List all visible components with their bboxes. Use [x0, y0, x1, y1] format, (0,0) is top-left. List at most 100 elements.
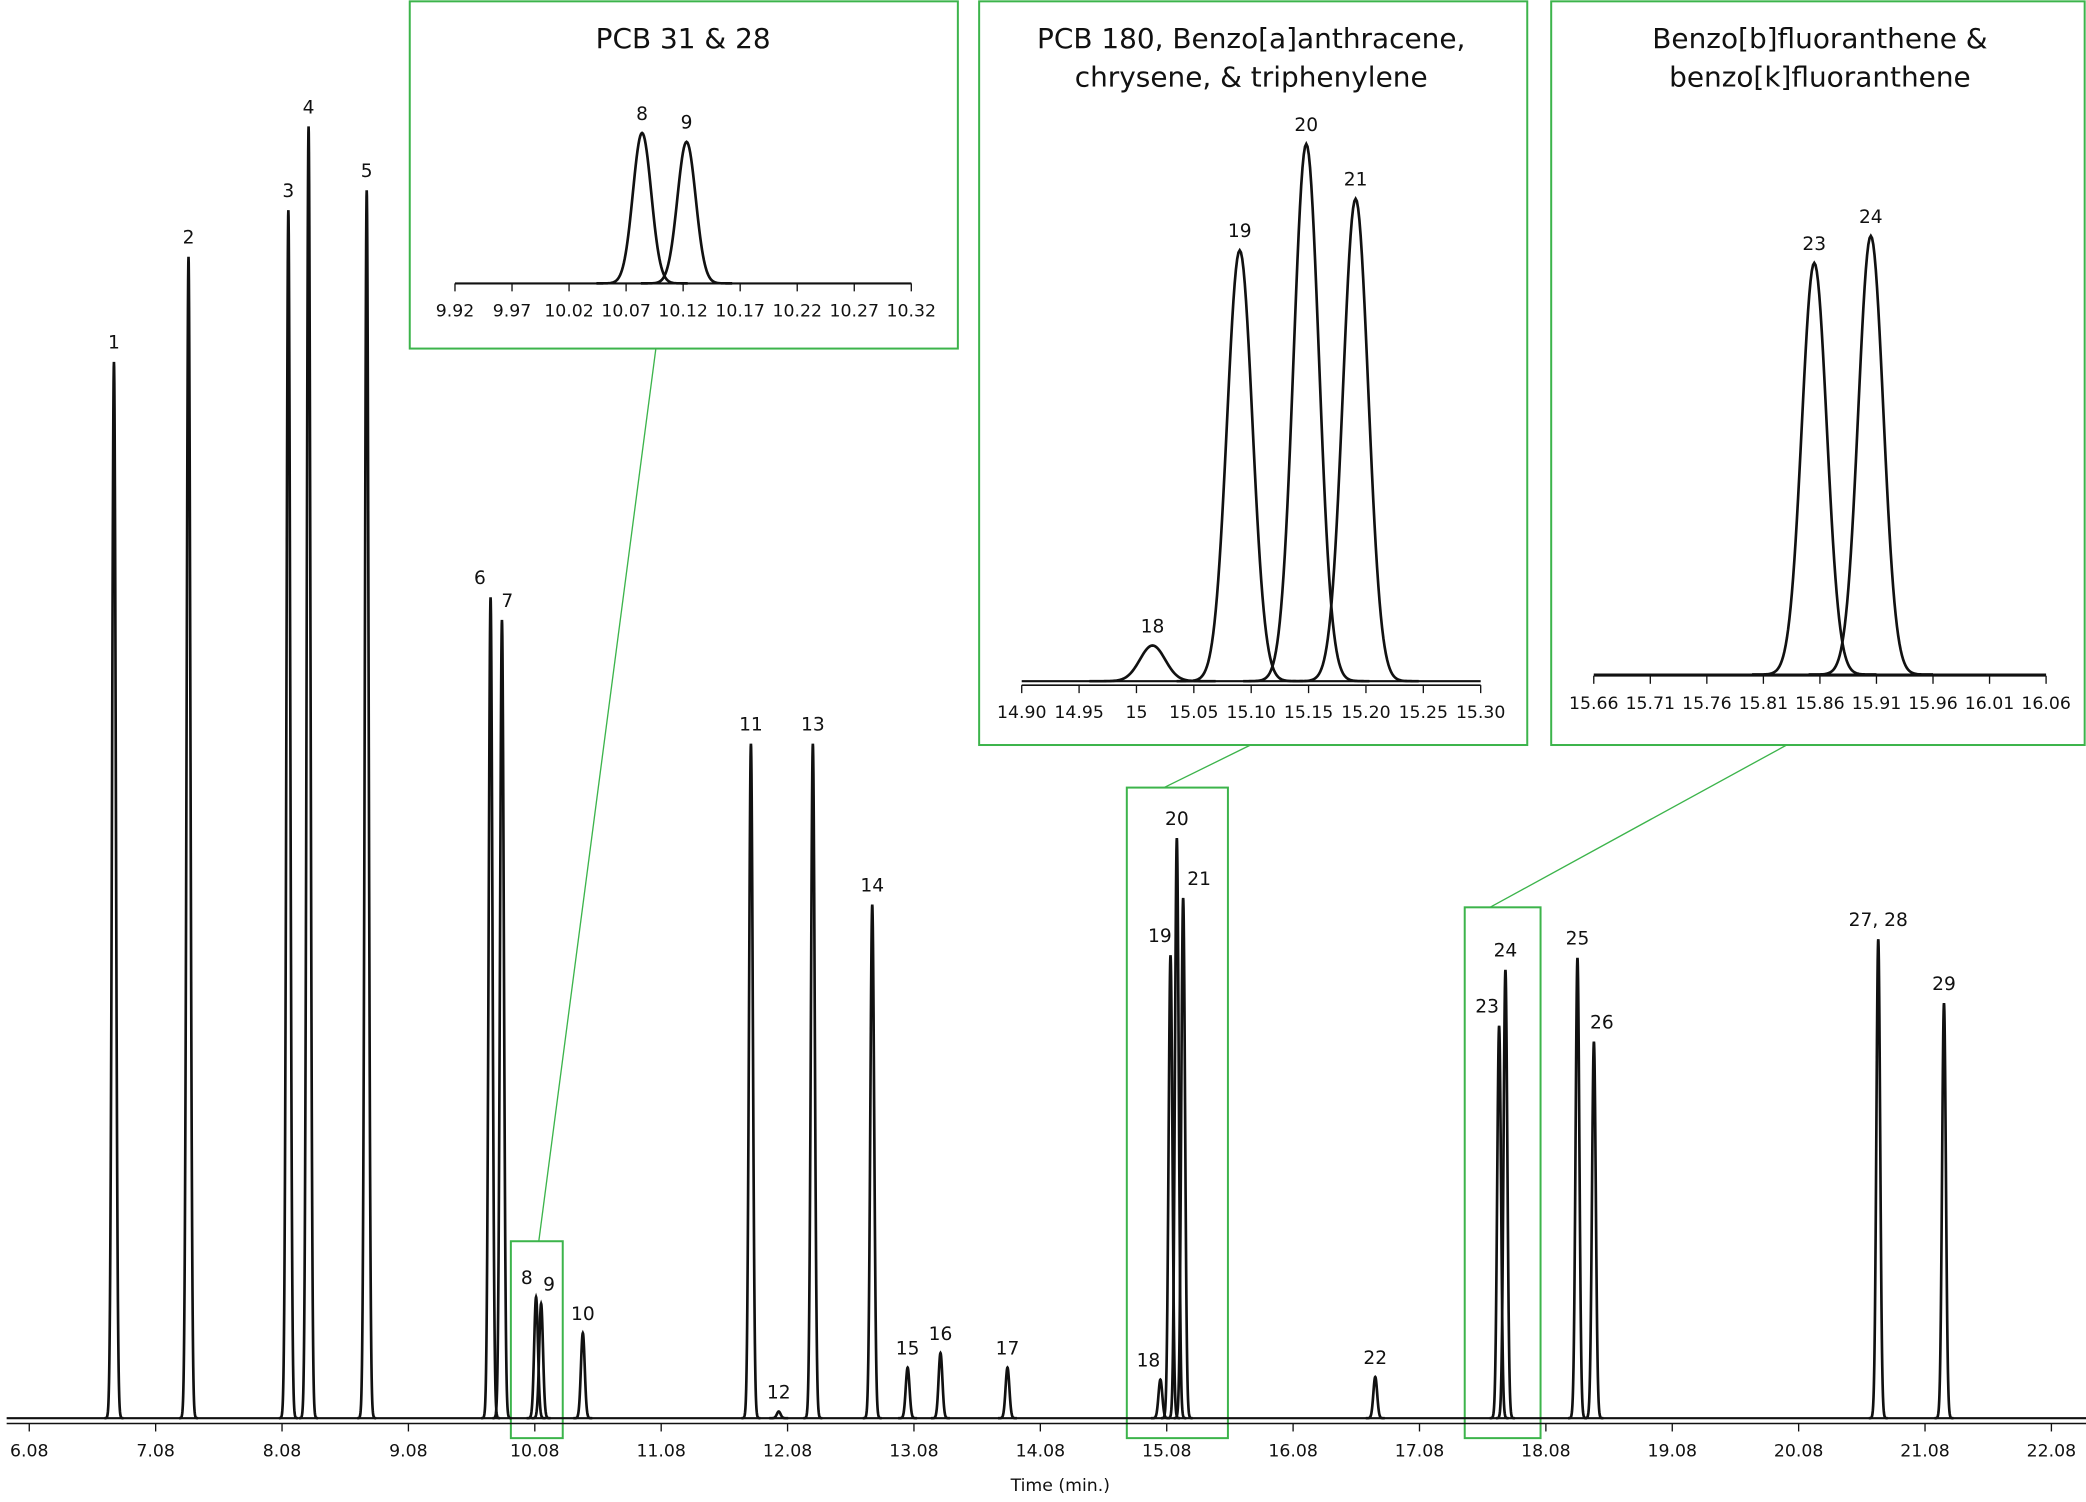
peak-label: 18 — [1141, 616, 1165, 637]
inset-title: PCB 180, Benzo[a]anthracene, — [1037, 22, 1465, 55]
peak-label: 20 — [1294, 115, 1318, 136]
x-tick-label: 16.01 — [1965, 694, 2014, 714]
connector — [538, 348, 657, 1242]
x-tick-label: 10.17 — [715, 301, 764, 321]
x-tick-label: 10.07 — [601, 301, 650, 321]
peak — [1089, 644, 1216, 683]
peak — [803, 743, 823, 1420]
peak — [178, 256, 199, 1420]
connector — [1163, 744, 1251, 789]
peak — [769, 1410, 789, 1420]
x-tick-label: 18.08 — [1521, 1441, 1570, 1461]
peak — [1934, 1002, 1954, 1420]
x-tick-label: 15.81 — [1739, 694, 1788, 714]
zoom-region — [509, 1240, 564, 1440]
peak-label: 27, 28 — [1849, 910, 1908, 931]
peak — [931, 1350, 950, 1420]
peak-label: 18 — [1137, 1350, 1161, 1371]
peak — [573, 1329, 593, 1420]
peak-label: 6 — [474, 568, 486, 589]
zoom-region — [1463, 906, 1542, 1440]
peak — [1752, 260, 1877, 676]
peak — [1808, 233, 1934, 676]
peak-label: 21 — [1187, 869, 1211, 890]
x-tick-label: 9.92 — [436, 301, 474, 321]
peak-label: 12 — [767, 1382, 791, 1403]
x-tick-label: 9.08 — [389, 1441, 427, 1461]
peak-label: 7 — [501, 591, 513, 612]
peak-label: 8 — [636, 104, 648, 125]
x-tick-label: 11.08 — [636, 1441, 685, 1461]
x-tick-label: 17.08 — [1395, 1441, 1444, 1461]
peak — [1584, 1041, 1604, 1420]
x-tick-label: 15.15 — [1284, 703, 1333, 723]
x-tick-label: 6.08 — [10, 1441, 48, 1461]
x-tick-label: 14.95 — [1054, 703, 1103, 723]
peak-label: 20 — [1165, 809, 1189, 830]
x-tick-label: 10.32 — [887, 301, 936, 321]
peak-label: 26 — [1590, 1013, 1614, 1034]
x-tick-label: 15.76 — [1682, 694, 1731, 714]
peak-label: 8 — [521, 1268, 533, 1289]
x-tick-label: 10.02 — [544, 301, 593, 321]
x-tick-label: 9.97 — [493, 301, 531, 321]
peak-label: 3 — [282, 181, 294, 202]
x-tick-label: 15.05 — [1169, 703, 1218, 723]
peak-label: 29 — [1932, 974, 1956, 995]
peak-label: 14 — [860, 876, 884, 897]
peak-label: 1 — [108, 333, 120, 354]
inset-frame — [1550, 0, 2086, 747]
x-tick-label: 15 — [1125, 703, 1147, 723]
peak — [526, 1292, 546, 1420]
peak — [862, 904, 882, 1420]
peak — [1167, 838, 1187, 1420]
peak — [104, 361, 124, 1420]
x-tick-label: 22.08 — [2027, 1441, 2076, 1461]
x-tick-label: 12.08 — [763, 1441, 812, 1461]
peak-label: 23 — [1802, 234, 1826, 255]
x-tick-label: 21.08 — [1900, 1441, 1949, 1461]
peak — [1150, 1377, 1170, 1420]
inset-title: PCB 31 & 28 — [596, 22, 771, 55]
x-tick-label: 15.66 — [1569, 694, 1618, 714]
x-tick-label: 15.91 — [1852, 694, 1901, 714]
x-tick-label: 19.08 — [1648, 1441, 1697, 1461]
peak — [1173, 897, 1193, 1420]
peak — [741, 743, 761, 1420]
peak-label: 9 — [543, 1275, 555, 1296]
peak — [1868, 939, 1888, 1420]
x-tick-label: 15.71 — [1626, 694, 1675, 714]
inset-title: chrysene, & triphenylene — [1075, 61, 1428, 94]
peak — [299, 126, 319, 1420]
x-tick-label: 15.20 — [1341, 703, 1390, 723]
x-tick-label: 15.86 — [1795, 694, 1844, 714]
x-tick-label: 10.08 — [510, 1441, 559, 1461]
peak — [1176, 247, 1303, 683]
inset-frame — [408, 0, 959, 350]
peak — [357, 190, 377, 1420]
peak — [1243, 140, 1370, 683]
peak — [596, 131, 688, 285]
peak — [1495, 969, 1515, 1420]
x-tick-label: 15.10 — [1226, 703, 1275, 723]
peak-label: 23 — [1475, 997, 1499, 1018]
x-tick-label: 15.96 — [1908, 694, 1957, 714]
x-tick-label: 14.08 — [1016, 1441, 1065, 1461]
inset-title: Benzo[b]fluoranthene & — [1652, 22, 1987, 55]
peak-label: 9 — [681, 113, 693, 134]
peak-label: 11 — [739, 715, 763, 736]
peak-label: 21 — [1344, 170, 1368, 191]
x-tick-label: 14.90 — [997, 703, 1046, 723]
peak-label: 19 — [1228, 221, 1252, 242]
peak-label: 24 — [1494, 941, 1518, 962]
peak-label: 19 — [1148, 926, 1172, 947]
x-axis-label: Time (min.) — [1010, 1476, 1110, 1496]
peak-label: 25 — [1566, 929, 1590, 950]
peak-label: 13 — [801, 715, 825, 736]
peak — [640, 140, 733, 285]
x-tick-label: 10.27 — [830, 301, 879, 321]
x-tick-label: 16.06 — [2021, 694, 2070, 714]
peak-label: 5 — [361, 161, 373, 182]
peak — [1567, 957, 1587, 1420]
peak — [1292, 195, 1419, 683]
